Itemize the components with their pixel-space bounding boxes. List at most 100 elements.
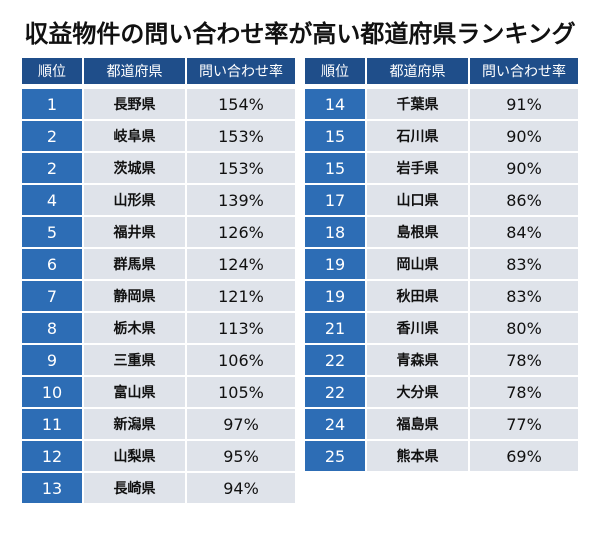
rate-cell: 90% <box>468 151 578 183</box>
rank-cell: 24 <box>305 407 365 439</box>
rank-cell: 15 <box>305 119 365 151</box>
prefecture-cell: 秋田県 <box>365 279 468 311</box>
table-row: 24 福島県 77% <box>305 407 578 439</box>
prefecture-cell: 山口県 <box>365 183 468 215</box>
rate-cell: 153% <box>185 151 295 183</box>
ranking-body-right: 14 千葉県 91% 15 石川県 90% 15 岩手県 90% 17 山口県 86% 18 島根県 84%… <box>305 84 578 471</box>
rate-cell: 83% <box>468 247 578 279</box>
table-row: 8 栃木県 113% <box>22 311 295 343</box>
header-prefecture: 都道府県 <box>82 58 185 84</box>
rank-cell: 8 <box>22 311 82 343</box>
table-row: 22 大分県 78% <box>305 375 578 407</box>
rank-cell: 2 <box>22 151 82 183</box>
table-row: 21 香川県 80% <box>305 311 578 343</box>
rank-cell: 11 <box>22 407 82 439</box>
table-row: 22 青森県 78% <box>305 343 578 375</box>
prefecture-cell: 静岡県 <box>82 279 185 311</box>
header-rate: 問い合わせ率 <box>468 58 578 84</box>
table-row: 25 熊本県 69% <box>305 439 578 471</box>
header-rank: 順位 <box>22 58 82 84</box>
table-row: 13 長崎県 94% <box>22 471 295 503</box>
rate-cell: 124% <box>185 247 295 279</box>
table-row: 4 山形県 139% <box>22 183 295 215</box>
rate-cell: 153% <box>185 119 295 151</box>
rank-cell: 6 <box>22 247 82 279</box>
prefecture-cell: 群馬県 <box>82 247 185 279</box>
table-row: 6 群馬県 124% <box>22 247 295 279</box>
rate-cell: 84% <box>468 215 578 247</box>
table-row: 10 富山県 105% <box>22 375 295 407</box>
rank-cell: 4 <box>22 183 82 215</box>
rate-cell: 154% <box>185 84 295 119</box>
rate-cell: 69% <box>468 439 578 471</box>
ranking-table-left: 順位 都道府県 問い合わせ率 1 長野県 154% 2 岐阜県 153% 2 茨城県 153% 4… <box>22 58 295 503</box>
rank-cell: 7 <box>22 279 82 311</box>
table-row: 18 島根県 84% <box>305 215 578 247</box>
rate-cell: 83% <box>468 279 578 311</box>
ranking-table-right: 順位 都道府県 問い合わせ率 14 千葉県 91% 15 石川県 90% 15 岩手県 90% 1… <box>305 58 578 471</box>
rank-cell: 25 <box>305 439 365 471</box>
rank-cell: 19 <box>305 247 365 279</box>
prefecture-cell: 福島県 <box>365 407 468 439</box>
rate-cell: 105% <box>185 375 295 407</box>
rate-cell: 78% <box>468 343 578 375</box>
rate-cell: 121% <box>185 279 295 311</box>
prefecture-cell: 茨城県 <box>82 151 185 183</box>
rank-cell: 10 <box>22 375 82 407</box>
rate-cell: 97% <box>185 407 295 439</box>
page-title: 収益物件の問い合わせ率が高い都道府県ランキング <box>24 20 576 48</box>
prefecture-cell: 富山県 <box>82 375 185 407</box>
table-row: 1 長野県 154% <box>22 84 295 119</box>
table-row: 15 岩手県 90% <box>305 151 578 183</box>
prefecture-cell: 大分県 <box>365 375 468 407</box>
header-rank: 順位 <box>305 58 365 84</box>
rate-cell: 106% <box>185 343 295 375</box>
header-row: 順位 都道府県 問い合わせ率 <box>22 58 295 84</box>
rate-cell: 94% <box>185 471 295 503</box>
table-row: 12 山梨県 95% <box>22 439 295 471</box>
prefecture-cell: 熊本県 <box>365 439 468 471</box>
rank-cell: 19 <box>305 279 365 311</box>
table-row: 2 茨城県 153% <box>22 151 295 183</box>
prefecture-cell: 青森県 <box>365 343 468 375</box>
prefecture-cell: 長崎県 <box>82 471 185 503</box>
prefecture-cell: 石川県 <box>365 119 468 151</box>
rank-cell: 17 <box>305 183 365 215</box>
prefecture-cell: 島根県 <box>365 215 468 247</box>
rate-cell: 77% <box>468 407 578 439</box>
header-prefecture: 都道府県 <box>365 58 468 84</box>
prefecture-cell: 岩手県 <box>365 151 468 183</box>
table-row: 19 岡山県 83% <box>305 247 578 279</box>
rank-cell: 22 <box>305 375 365 407</box>
rank-cell: 2 <box>22 119 82 151</box>
rate-cell: 91% <box>468 84 578 119</box>
rate-cell: 113% <box>185 311 295 343</box>
prefecture-cell: 香川県 <box>365 311 468 343</box>
prefecture-cell: 新潟県 <box>82 407 185 439</box>
rank-cell: 12 <box>22 439 82 471</box>
rate-cell: 86% <box>468 183 578 215</box>
rank-cell: 15 <box>305 151 365 183</box>
table-row: 7 静岡県 121% <box>22 279 295 311</box>
prefecture-cell: 山梨県 <box>82 439 185 471</box>
rank-cell: 22 <box>305 343 365 375</box>
prefecture-cell: 千葉県 <box>365 84 468 119</box>
table-row: 14 千葉県 91% <box>305 84 578 119</box>
header-rate: 問い合わせ率 <box>185 58 295 84</box>
rank-cell: 5 <box>22 215 82 247</box>
table-row: 11 新潟県 97% <box>22 407 295 439</box>
rank-cell: 21 <box>305 311 365 343</box>
table-row: 2 岐阜県 153% <box>22 119 295 151</box>
rate-cell: 126% <box>185 215 295 247</box>
table-row: 15 石川県 90% <box>305 119 578 151</box>
prefecture-cell: 福井県 <box>82 215 185 247</box>
rate-cell: 139% <box>185 183 295 215</box>
table-row: 9 三重県 106% <box>22 343 295 375</box>
table-row: 5 福井県 126% <box>22 215 295 247</box>
prefecture-cell: 長野県 <box>82 84 185 119</box>
rank-cell: 13 <box>22 471 82 503</box>
rank-cell: 1 <box>22 84 82 119</box>
header-row: 順位 都道府県 問い合わせ率 <box>305 58 578 84</box>
table-row: 17 山口県 86% <box>305 183 578 215</box>
prefecture-cell: 山形県 <box>82 183 185 215</box>
